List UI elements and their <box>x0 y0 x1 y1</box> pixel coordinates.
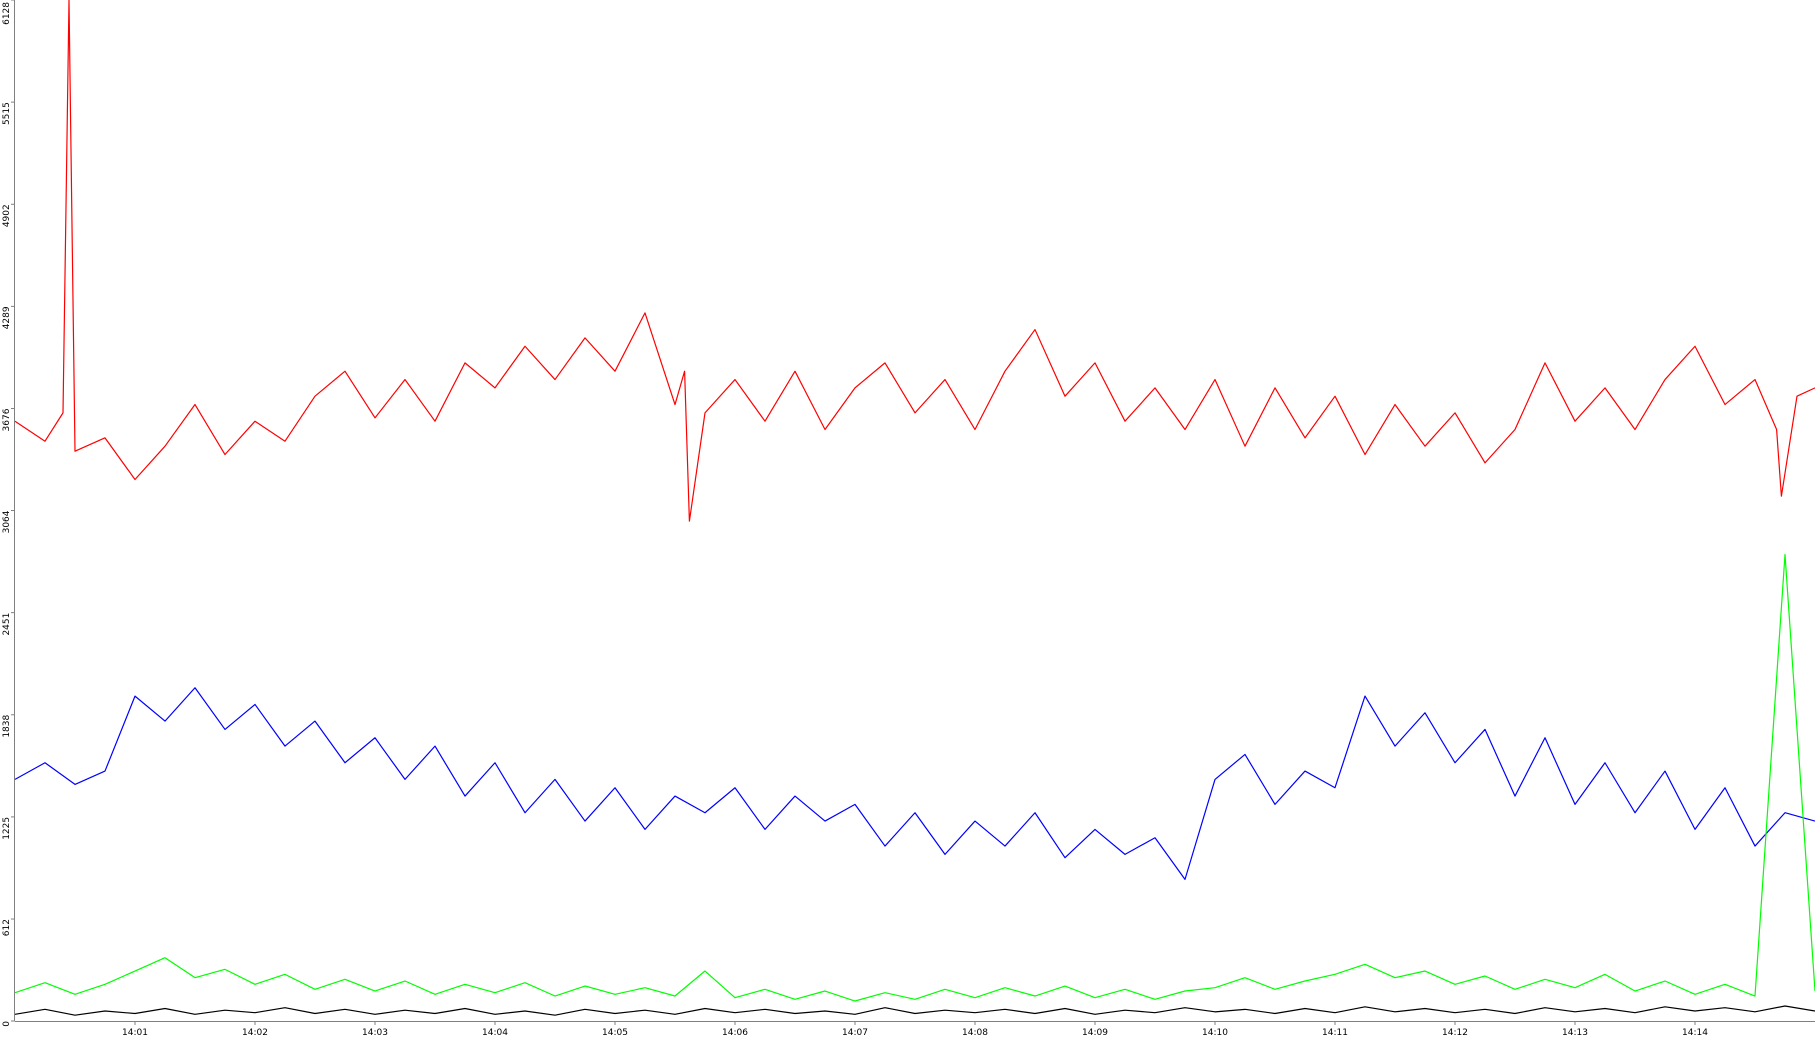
x-tick-label: 14:05 <box>602 1028 628 1038</box>
x-tick-label: 14:10 <box>1202 1028 1228 1038</box>
x-tick-label: 14:01 <box>122 1028 148 1038</box>
x-tick-label: 14:08 <box>962 1028 988 1038</box>
series-line <box>14 0 1815 522</box>
y-tick-label: 4289 <box>2 306 12 329</box>
x-tick-label: 14:02 <box>242 1028 268 1038</box>
x-tick-label: 14:03 <box>362 1028 388 1038</box>
y-tick-label: 6128 <box>2 2 12 25</box>
series-line <box>14 553 1815 1002</box>
x-tick-label: 14:04 <box>482 1028 508 1038</box>
y-tick-label: 0 <box>2 1021 12 1027</box>
x-tick-label: 14:11 <box>1322 1028 1348 1038</box>
y-tick-label: 1225 <box>2 817 12 840</box>
series-line <box>14 1005 1815 1016</box>
y-tick-label: 3676 <box>2 408 12 431</box>
y-tick-label: 3064 <box>2 510 12 533</box>
y-tick-label: 2451 <box>2 613 12 636</box>
y-tick-label: 5515 <box>2 102 12 125</box>
series-line <box>14 687 1815 880</box>
x-tick-label: 14:13 <box>1562 1028 1588 1038</box>
y-tick-label: 612 <box>2 919 12 936</box>
x-tick-label: 14:07 <box>842 1028 868 1038</box>
x-tick-label: 14:12 <box>1442 1028 1468 1038</box>
x-tick-label: 14:09 <box>1082 1028 1108 1038</box>
y-tick-label: 4902 <box>2 204 12 227</box>
x-tick-label: 14:06 <box>722 1028 748 1038</box>
y-tick-label: 1838 <box>2 714 12 737</box>
x-tick-label: 14:14 <box>1682 1028 1708 1038</box>
